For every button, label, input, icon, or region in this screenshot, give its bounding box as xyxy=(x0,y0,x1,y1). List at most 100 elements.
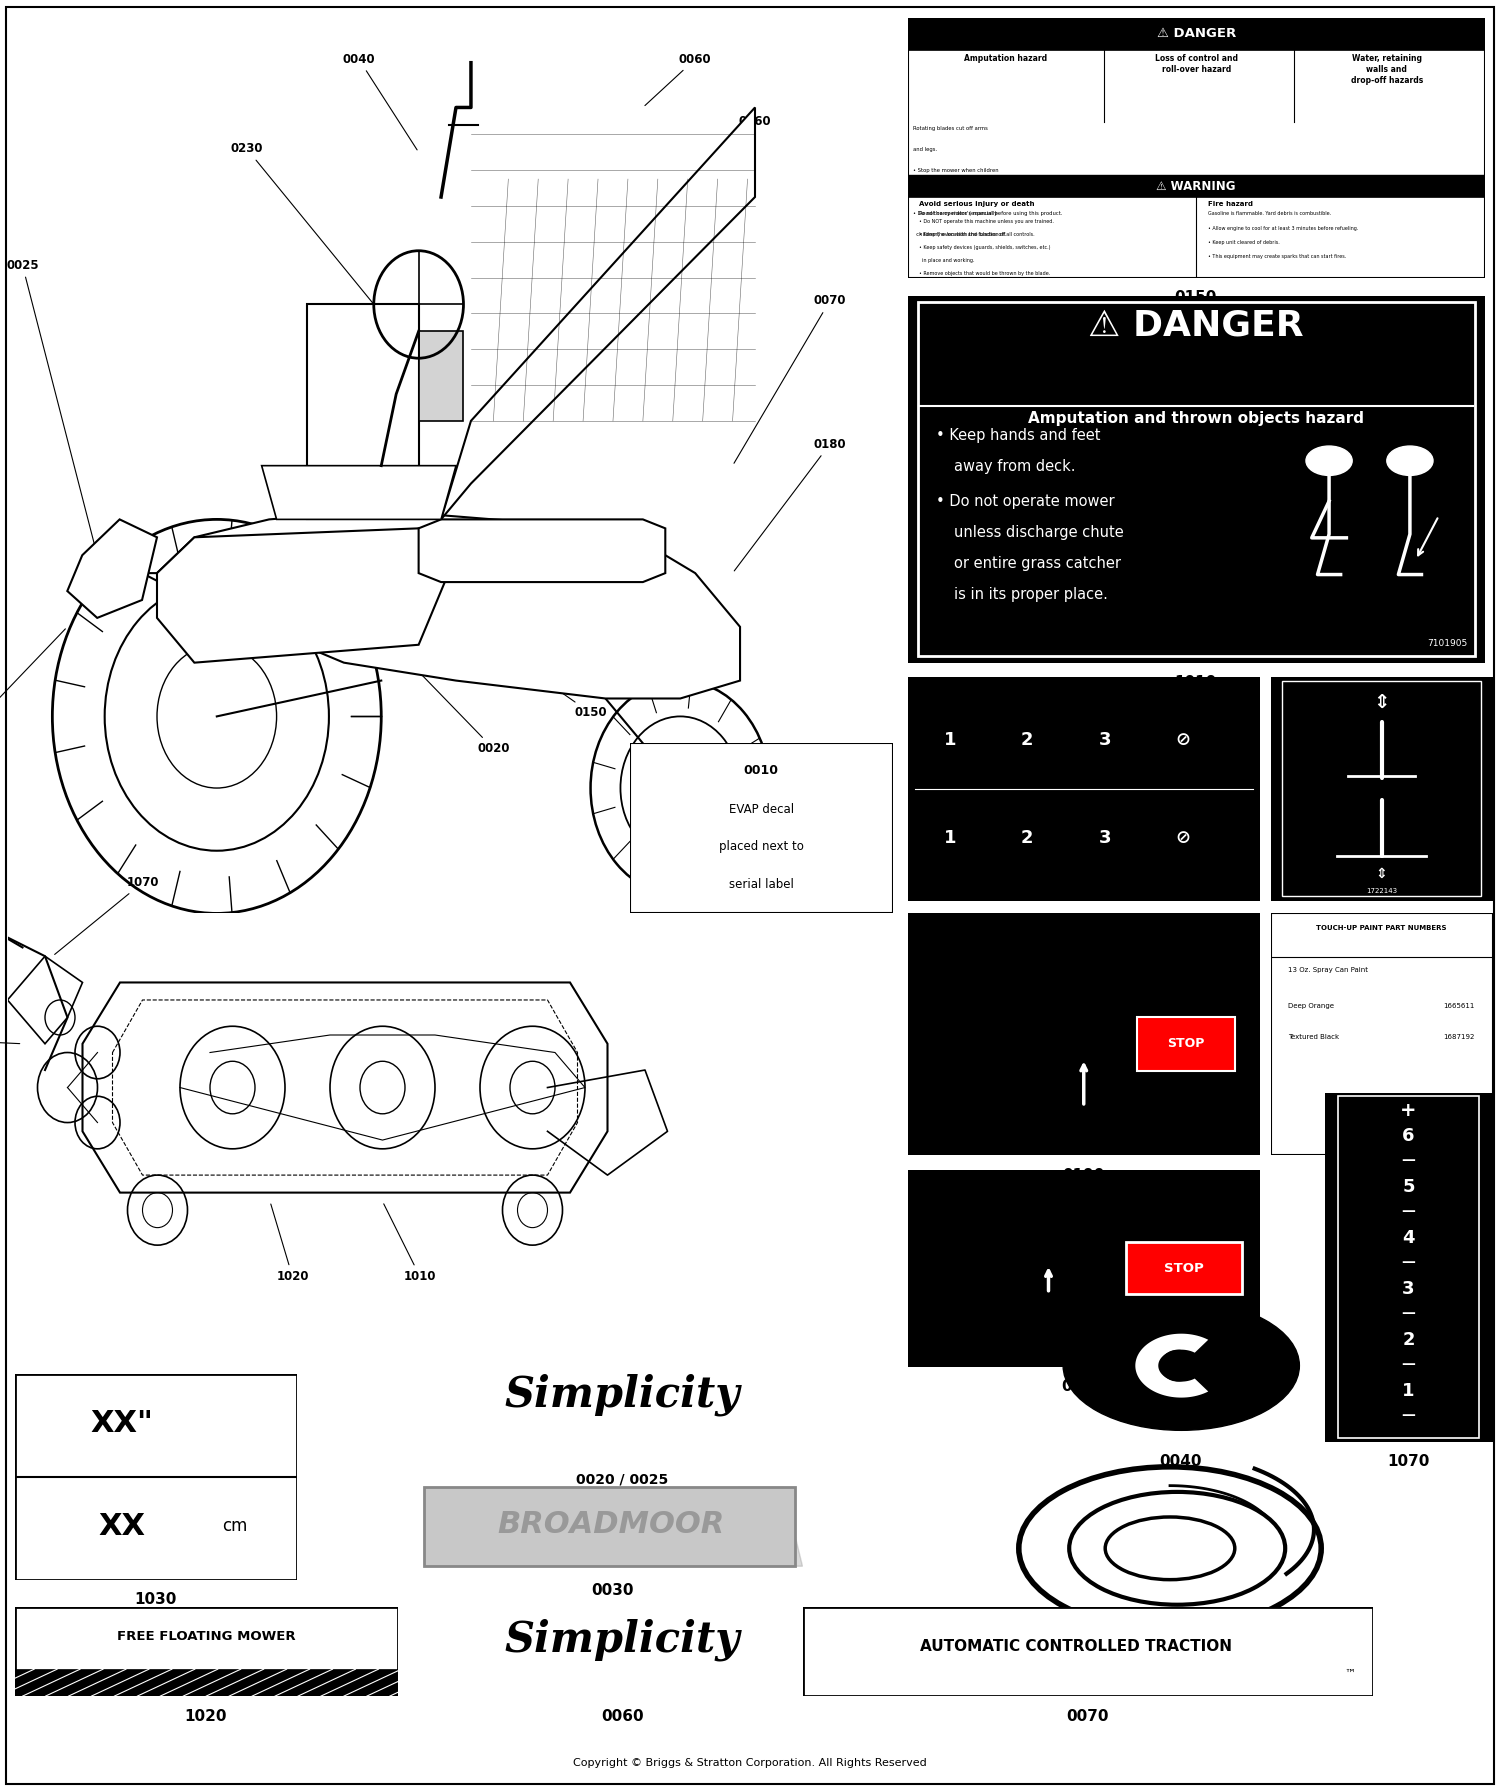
Bar xyxy=(1338,1096,1479,1438)
Text: 0060: 0060 xyxy=(645,52,711,106)
Bar xyxy=(1070,944,1098,973)
Text: 3: 3 xyxy=(1402,1281,1414,1298)
Text: unless discharge chute: unless discharge chute xyxy=(954,525,1124,541)
Text: • Keep unit cleared of debris.: • Keep unit cleared of debris. xyxy=(1208,240,1280,245)
Text: BROADMOOR: BROADMOOR xyxy=(498,1510,724,1538)
Text: in place and working.: in place and working. xyxy=(920,258,975,263)
Circle shape xyxy=(986,863,1014,881)
Bar xyxy=(1005,949,1020,973)
Text: Ref. Frame
Group: Ref. Frame Group xyxy=(480,827,555,856)
Polygon shape xyxy=(68,519,158,618)
Ellipse shape xyxy=(1064,1300,1299,1431)
Text: —: — xyxy=(1401,1358,1416,1370)
Text: Avoid serious injury or death: Avoid serious injury or death xyxy=(920,201,1035,208)
Text: 0180: 0180 xyxy=(1360,913,1402,928)
Bar xyxy=(926,1275,996,1347)
Text: 3: 3 xyxy=(1098,731,1112,749)
Text: 0070: 0070 xyxy=(1066,1709,1108,1723)
Text: 1665611: 1665611 xyxy=(1443,1003,1474,1008)
Text: 0150: 0150 xyxy=(1174,290,1216,304)
Text: 0010: 0010 xyxy=(744,763,778,777)
Text: ⊘: ⊘ xyxy=(1174,731,1190,749)
FancyArrowPatch shape xyxy=(1418,518,1437,555)
Bar xyxy=(986,1200,999,1218)
Text: roll-over hazard: roll-over hazard xyxy=(1161,64,1232,73)
Text: 0030: 0030 xyxy=(572,600,734,648)
Text: Read the operator's manual before using this product.: Read the operator's manual before using … xyxy=(920,211,1062,215)
Text: ⚠ WARNING: ⚠ WARNING xyxy=(1156,179,1236,193)
Text: 0025: 0025 xyxy=(6,258,96,553)
Text: AUTOMATIC CONTROLLED TRACTION: AUTOMATIC CONTROLLED TRACTION xyxy=(920,1639,1232,1655)
Text: 1687192: 1687192 xyxy=(1443,1035,1474,1041)
Text: • Keep safety devices (guards, shields, switches, etc.): • Keep safety devices (guards, shields, … xyxy=(920,245,1050,251)
Text: 2: 2 xyxy=(1022,731,1034,749)
Text: 0180: 0180 xyxy=(734,437,846,571)
Polygon shape xyxy=(112,999,578,1175)
Text: Simplicity: Simplicity xyxy=(506,1374,740,1415)
Bar xyxy=(1323,86,1392,116)
Circle shape xyxy=(908,863,936,881)
Bar xyxy=(1036,1282,1060,1304)
Text: 1: 1 xyxy=(944,829,956,847)
Text: 7101905: 7101905 xyxy=(1428,639,1467,648)
Text: 0050: 0050 xyxy=(1149,1655,1191,1669)
Text: Deep Orange: Deep Orange xyxy=(1288,1003,1335,1008)
Bar xyxy=(1048,1078,1119,1134)
Text: • Keep the location and function of all controls.: • Keep the location and function of all … xyxy=(920,233,1035,236)
Text: STOP: STOP xyxy=(1167,1037,1204,1051)
Text: ™: ™ xyxy=(1344,1669,1356,1678)
Text: serial label: serial label xyxy=(729,878,794,890)
Bar xyxy=(915,756,957,777)
Text: TOUCH-UP PAINT PART NUMBERS: TOUCH-UP PAINT PART NUMBERS xyxy=(1317,926,1446,931)
Text: 0020 / 0025: 0020 / 0025 xyxy=(576,1472,669,1487)
Text: Simplicity: Simplicity xyxy=(506,1619,740,1662)
Text: 1722143: 1722143 xyxy=(1366,888,1396,894)
Polygon shape xyxy=(738,1487,802,1565)
Bar xyxy=(1017,1304,1080,1347)
Text: 0060: 0060 xyxy=(602,1709,644,1723)
Circle shape xyxy=(936,863,964,881)
Text: 0020: 0020 xyxy=(420,673,510,756)
Text: 2: 2 xyxy=(1402,1331,1414,1349)
Text: children) even with the blades off.: children) even with the blades off. xyxy=(914,233,1007,236)
Text: —: — xyxy=(1401,1306,1416,1320)
Text: FREE FLOATING MOWER: FREE FLOATING MOWER xyxy=(117,1630,296,1642)
Bar xyxy=(939,1042,1017,1134)
Text: 0050: 0050 xyxy=(0,629,66,720)
Text: and legs.: and legs. xyxy=(914,147,938,152)
Bar xyxy=(942,86,1011,116)
Text: EVAP decal: EVAP decal xyxy=(729,802,794,817)
Text: 1030: 1030 xyxy=(0,1033,20,1046)
Bar xyxy=(1017,1218,1080,1261)
Bar xyxy=(419,331,464,421)
Text: • Do not carry riders (especially: • Do not carry riders (especially xyxy=(914,211,998,217)
Text: • Allow engine to cool for at least 3 minutes before refueling.: • Allow engine to cool for at least 3 mi… xyxy=(1208,226,1358,231)
Text: 0040: 0040 xyxy=(1160,1454,1202,1469)
Polygon shape xyxy=(158,528,456,663)
Text: Rotating blades cut off arms: Rotating blades cut off arms xyxy=(914,125,989,131)
Text: 1010: 1010 xyxy=(384,1204,436,1282)
Bar xyxy=(908,18,1485,50)
Bar xyxy=(939,935,1017,1026)
Text: or others are near.: or others are near. xyxy=(914,190,966,195)
Text: placed next to: placed next to xyxy=(718,840,804,853)
Bar xyxy=(1048,973,1119,1026)
Bar xyxy=(1070,1051,1098,1078)
Text: • Stop the mower when children: • Stop the mower when children xyxy=(914,168,999,174)
Text: 4: 4 xyxy=(1402,1229,1414,1247)
Text: 0040: 0040 xyxy=(342,52,417,150)
Bar xyxy=(992,849,1035,872)
Text: 0230: 0230 xyxy=(1062,1379,1104,1393)
Polygon shape xyxy=(441,107,754,519)
Text: Loss of control and: Loss of control and xyxy=(1155,54,1238,63)
Ellipse shape xyxy=(1160,1350,1196,1381)
Bar xyxy=(992,756,1035,777)
Circle shape xyxy=(1013,863,1041,881)
Text: is in its proper place.: is in its proper place. xyxy=(954,587,1107,602)
Text: • Keep hands and feet: • Keep hands and feet xyxy=(936,428,1101,442)
Bar xyxy=(986,1286,999,1304)
Text: 0160: 0160 xyxy=(682,115,771,195)
Bar xyxy=(908,176,1485,197)
Polygon shape xyxy=(82,983,608,1193)
Text: 1020: 1020 xyxy=(184,1709,226,1723)
